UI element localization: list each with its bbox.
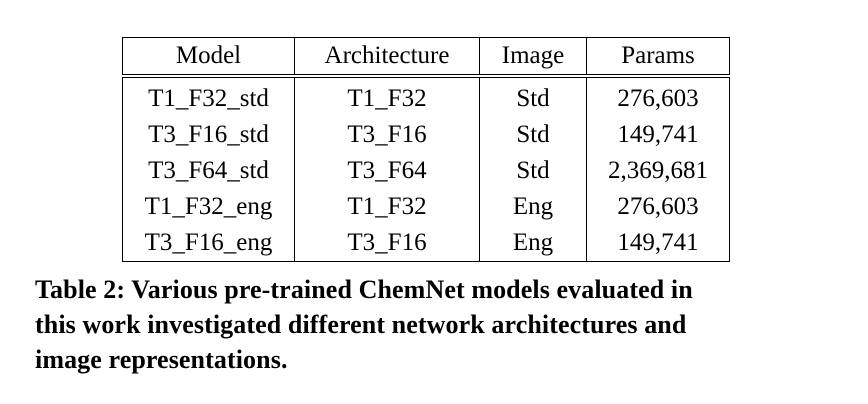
table-row: T3_F64_std T3_F64 Std 2,369,681 xyxy=(122,153,730,189)
cell-model: T3_F16_std xyxy=(122,117,295,153)
caption-line: image representations. xyxy=(35,345,288,374)
cell-image: Std xyxy=(479,117,587,153)
header-architecture: Architecture xyxy=(294,37,480,78)
cell-architecture: T3_F16 xyxy=(294,225,480,262)
table-row: T3_F16_eng T3_F16 Eng 149,741 xyxy=(122,225,730,262)
cell-architecture: T1_F32 xyxy=(294,189,480,225)
caption-line: this work investigated different network… xyxy=(35,310,687,339)
cell-architecture: T3_F64 xyxy=(294,153,480,189)
models-table: Model Architecture Image Params T1_F32_s… xyxy=(122,37,730,262)
cell-architecture: T3_F16 xyxy=(294,117,480,153)
table-row: T3_F16_std T3_F16 Std 149,741 xyxy=(122,117,730,153)
cell-params: 149,741 xyxy=(586,225,730,262)
table-header-row: Model Architecture Image Params xyxy=(122,37,730,78)
cell-params: 276,603 xyxy=(586,189,730,225)
cell-architecture: T1_F32 xyxy=(294,76,480,117)
cell-model: T3_F64_std xyxy=(122,153,295,189)
cell-image: Eng xyxy=(479,189,587,225)
header-model: Model xyxy=(122,37,295,78)
cell-params: 2,369,681 xyxy=(586,153,730,189)
cell-image: Eng xyxy=(479,225,587,262)
header-params: Params xyxy=(586,37,730,78)
models-table-container: Model Architecture Image Params T1_F32_s… xyxy=(122,37,730,262)
cell-model: T1_F32_eng xyxy=(122,189,295,225)
table-row: T1_F32_eng T1_F32 Eng 276,603 xyxy=(122,189,730,225)
table-row: T1_F32_std T1_F32 Std 276,603 xyxy=(122,76,730,117)
header-image: Image xyxy=(479,37,587,78)
cell-params: 276,603 xyxy=(586,76,730,117)
cell-params: 149,741 xyxy=(586,117,730,153)
caption-line: Table 2: Various pre-trained ChemNet mod… xyxy=(35,275,693,304)
table-caption: Table 2: Various pre-trained ChemNet mod… xyxy=(35,272,835,377)
cell-image: Std xyxy=(479,153,587,189)
cell-image: Std xyxy=(479,76,587,117)
cell-model: T1_F32_std xyxy=(122,76,295,117)
cell-model: T3_F16_eng xyxy=(122,225,295,262)
